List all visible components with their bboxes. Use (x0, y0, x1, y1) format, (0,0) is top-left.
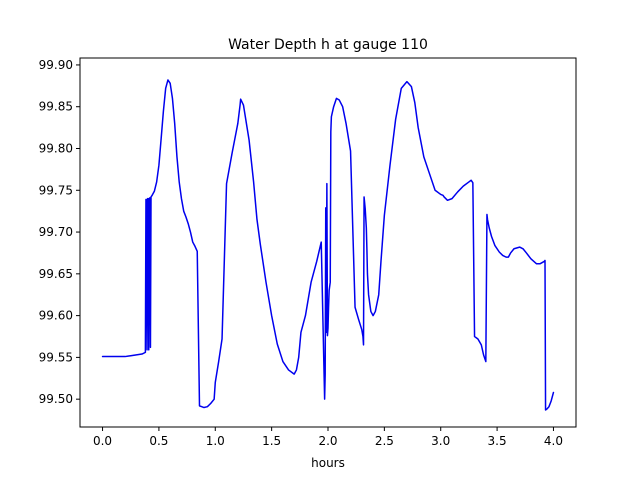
x-tick-label: 0.5 (149, 434, 168, 448)
x-tick-label: 1.0 (206, 434, 225, 448)
y-tick-label: 99.80 (39, 141, 73, 155)
y-tick-label: 99.65 (39, 267, 73, 281)
plot-area (101, 79, 555, 411)
x-axis-label: hours (311, 456, 345, 470)
y-tick-label: 99.75 (39, 183, 73, 197)
x-tick-label: 2.5 (375, 434, 394, 448)
x-tick-label: 3.0 (431, 434, 450, 448)
y-tick-label: 99.70 (39, 225, 73, 239)
y-axis-ticks: 99.50 99.55 99.60 99.65 99.70 99.75 99.80 99.85… (39, 58, 80, 406)
axes-frame (79, 57, 577, 428)
y-tick-label: 99.90 (39, 58, 73, 72)
x-tick-label: 3.5 (488, 434, 507, 448)
x-tick-label: 1.5 (262, 434, 281, 448)
chart-title: Water Depth h at gauge 110 (228, 37, 428, 53)
series-line-0 (101, 79, 555, 411)
y-tick-label: 99.85 (39, 100, 73, 114)
x-tick-label: 0.0 (93, 434, 112, 448)
x-tick-label: 2.0 (318, 434, 337, 448)
x-tick-label: 4.0 (544, 434, 563, 448)
y-tick-label: 99.60 (39, 309, 73, 323)
y-tick-label: 99.50 (39, 392, 73, 406)
y-tick-label: 99.55 (39, 350, 73, 364)
x-axis-ticks: 0.0 0.5 1.0 1.5 2.0 2.5 3.0 3.5 4.0 (93, 427, 563, 448)
